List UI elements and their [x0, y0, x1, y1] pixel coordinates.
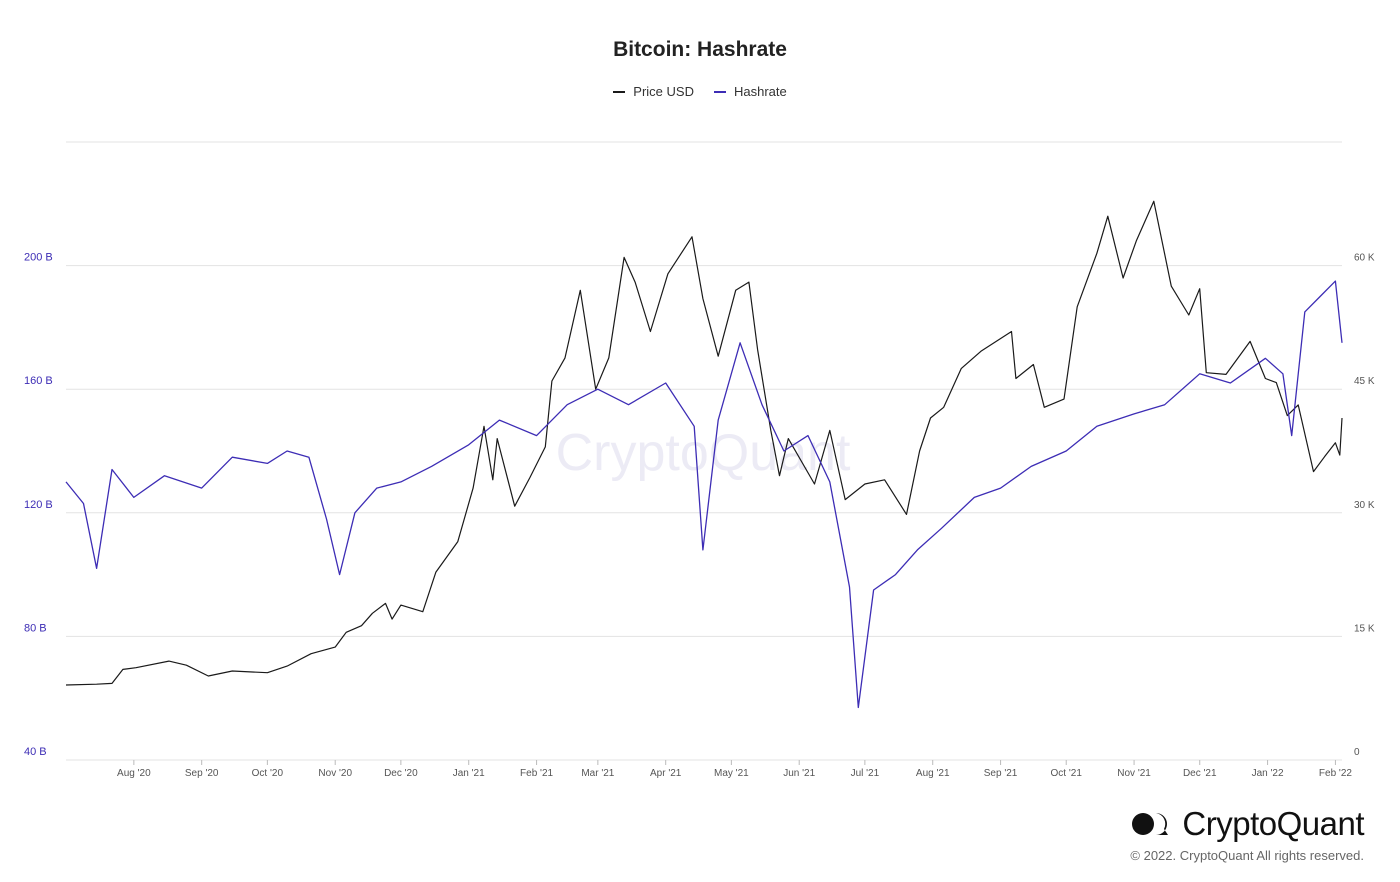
y-right-tick-label: 30 K	[1354, 500, 1375, 511]
x-tick-label: Aug '21	[916, 768, 950, 779]
y-left-tick-label: 160 B	[24, 375, 53, 387]
chart-legend: Price USD Hashrate	[0, 84, 1400, 99]
y-left-tick-label: 120 B	[24, 499, 53, 511]
y-right-tick-label: 45 K	[1354, 376, 1375, 387]
y-left-tick-label: 80 B	[24, 622, 47, 634]
x-tick-label: Feb '22	[1319, 768, 1352, 779]
x-tick-label: Oct '21	[1051, 768, 1083, 779]
watermark: CryptoQuant	[556, 424, 851, 482]
x-tick-label: Nov '20	[318, 768, 352, 779]
x-tick-label: Jan '22	[1252, 768, 1284, 779]
y-left-tick-label: 200 B	[24, 252, 53, 264]
legend-swatch-price	[613, 90, 626, 93]
brand-name: CryptoQuant	[1182, 805, 1364, 842]
x-tick-label: Jun '21	[783, 768, 815, 779]
series-line-price	[65, 200, 1343, 686]
x-tick-label: Apr '21	[650, 768, 682, 779]
x-tick-label: Mar '21	[581, 768, 614, 779]
x-tick-label: Dec '21	[1183, 768, 1217, 779]
legend-item-hashrate[interactable]: Hashrate	[713, 84, 787, 99]
x-tick-label: Sep '20	[185, 768, 219, 779]
y-right-tick-label: 60 K	[1354, 253, 1375, 264]
x-tick-label: May '21	[714, 768, 749, 779]
x-tick-label: Dec '20	[384, 768, 418, 779]
legend-label-price: Price USD	[633, 84, 694, 99]
series-line-hashrate	[65, 280, 1343, 709]
y-right-tick-label: 15 K	[1354, 623, 1375, 634]
brand-logo: CryptoQuant	[1130, 805, 1364, 843]
x-tick-label: Feb '21	[520, 768, 553, 779]
y-right-tick-label: 0	[1354, 747, 1360, 758]
chart-title: Bitcoin: Hashrate	[613, 38, 787, 61]
x-tick-label: Jan '21	[453, 768, 485, 779]
x-tick-label: Aug '20	[117, 768, 151, 779]
x-tick-label: Nov '21	[1117, 768, 1151, 779]
legend-swatch-hashrate	[713, 90, 726, 93]
x-tick-label: Oct '20	[252, 768, 284, 779]
legend-label-hashrate: Hashrate	[733, 84, 787, 99]
x-tick-label: Sep '21	[984, 768, 1018, 779]
cryptoquant-logo-icon	[1132, 813, 1169, 835]
legend-item-price[interactable]: Price USD	[613, 84, 694, 99]
y-left-tick-label: 40 B	[24, 746, 47, 758]
copyright-text: © 2022. CryptoQuant All rights reserved.	[1130, 848, 1364, 863]
x-tick-label: Jul '21	[851, 768, 880, 779]
